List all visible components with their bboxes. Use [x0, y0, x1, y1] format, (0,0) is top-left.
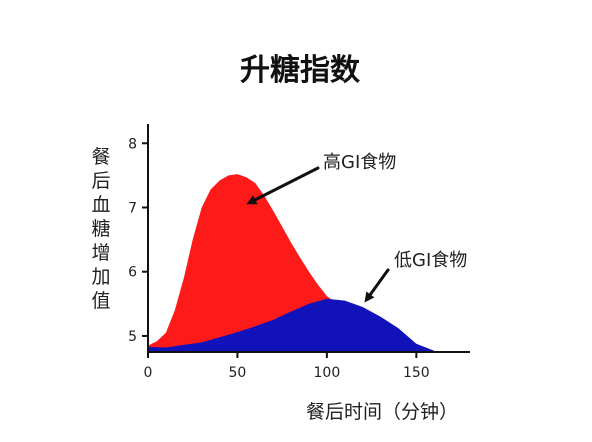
high-gi-area [148, 174, 435, 352]
low-gi-label: 低GI食物 [394, 250, 467, 271]
y-tick-label: 8 [128, 136, 137, 152]
y-tick-label: 7 [128, 200, 137, 216]
annotation-arrow-head [246, 195, 258, 205]
annotation-arrow-line [368, 268, 390, 296]
plot-areas [148, 174, 435, 352]
y-axis-label-text: 餐后血糖增加值 [91, 146, 110, 312]
low-gi-area [148, 298, 435, 352]
x-axis-label: 餐后时间（分钟） [306, 401, 458, 423]
y-tick-label: 5 [128, 329, 137, 345]
annotation-arrow-line [253, 166, 320, 202]
x-tick-label: 50 [229, 365, 247, 381]
y-tick-label: 6 [128, 265, 137, 281]
x-tick-label: 0 [144, 365, 153, 381]
chart-title: 升糖指数 [240, 53, 361, 88]
x-tick-label: 150 [403, 365, 430, 381]
y-axis-label: 餐后血糖增加值 [91, 146, 110, 312]
annotation-arrow-head [364, 291, 375, 303]
x-ticks: 0 50 100 150 [144, 352, 430, 381]
high-gi-label: 高GI食物 [323, 152, 396, 173]
y-ticks: 5 6 7 8 [128, 136, 148, 345]
x-tick-label: 100 [314, 365, 341, 381]
